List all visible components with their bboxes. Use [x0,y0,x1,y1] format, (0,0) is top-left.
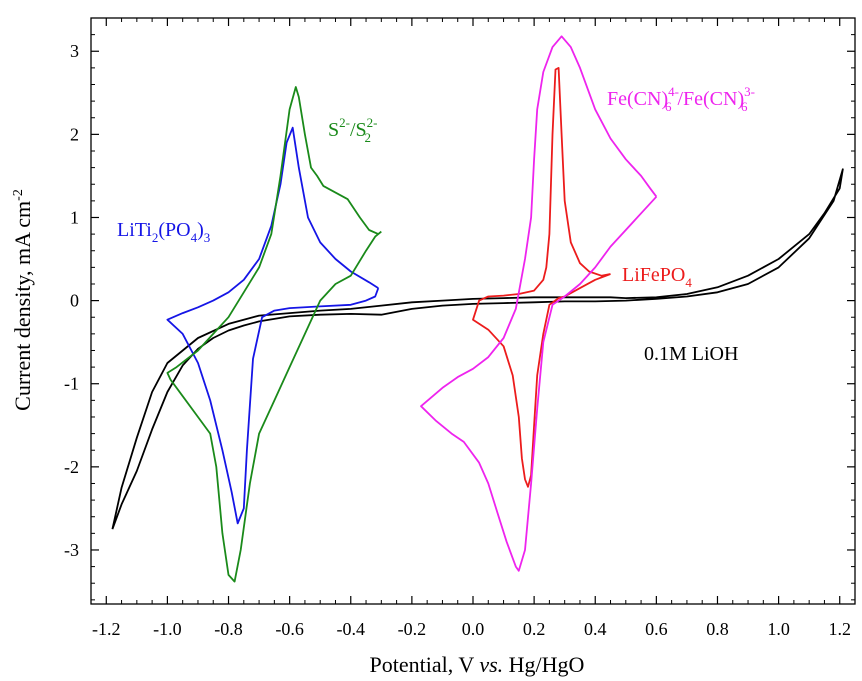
cv-curve-2 [166,126,380,525]
ferro-text-2: /Fe(CN) [677,88,744,110]
y-tick-label: 3 [70,41,79,61]
x-tick-label: -1.0 [153,619,182,639]
sulfide-sub-2: 2 [365,130,372,145]
x-tick-label: 1.2 [828,619,851,639]
liti-text-paren: ) [197,219,204,241]
series-layer [111,35,844,583]
y-tick-label: -2 [64,457,79,477]
y-tick-label: 2 [70,124,79,144]
x-tick-label: 0.4 [584,619,607,639]
lifepo-sub-4: 4 [685,275,692,290]
label-lifepo4: LiFePO4 [622,264,692,290]
sulfide-s: S [328,119,339,141]
sulfide-sup-1: 2- [339,115,350,130]
labels-layer: -1.2 -1.0 -0.8 -0.6 -0.4 -0.2 0.0 0.2 0.4 0.6 0.8 1… [64,41,851,639]
x-axis-title: Potential, V vs. Hg/HgO [370,652,585,677]
y-axis-title-exponent: -2 [11,189,26,201]
y-axis-title-main: Current density, mA cm [10,201,35,411]
x-axis-title-part-1: Potential, V [370,652,480,677]
liti-sub-2: 2 [152,230,159,245]
ticks-layer [90,18,856,604]
lifepo-text: LiFePO [622,264,685,286]
y-tick-label: -3 [64,540,79,560]
label-sulfide: S2-/S2-2 [328,115,378,145]
x-tick-label: -0.6 [275,619,304,639]
x-tick-label: -0.8 [214,619,243,639]
label-electrolyte: 0.1M LiOH [644,343,738,365]
x-axis-title-part-3: Hg/HgO [503,652,584,677]
x-tick-label: 1.0 [767,619,790,639]
liti-text-1: LiTi [117,219,152,241]
cv-curve-1 [111,168,844,530]
x-tick-label: 0.0 [462,619,485,639]
x-tick-label: 0.6 [645,619,668,639]
cv-curve-5 [420,35,658,572]
ferro-text-1: Fe(CN) [607,88,668,110]
x-tick-label: -1.2 [92,619,121,639]
ferro-sup-2: 3- [744,84,755,99]
label-ferrocyanide: Fe(CN)4-6/Fe(CN)3-6 [607,84,755,114]
liti-text-po: (PO [158,219,190,241]
label-liti2po43: LiTi2(PO4)3 [117,219,210,245]
y-tick-label: -1 [64,374,79,394]
ferro-sup-1: 4- [668,84,679,99]
liti-sub-4: 4 [191,230,198,245]
y-axis-title: Current density, mA cm-2 [10,189,35,411]
cv-curve-3 [166,86,382,583]
ferro-sub-1: 6 [665,99,672,114]
ferro-sub-2: 6 [741,99,748,114]
x-tick-label: -0.2 [398,619,427,639]
x-tick-label: 0.8 [706,619,729,639]
x-tick-label: -0.4 [337,619,366,639]
x-axis-title-vs: vs. [479,652,503,677]
cv-curve-4 [472,67,611,488]
y-tick-label: 1 [70,207,79,227]
sulfide-sup-2: 2- [367,115,378,130]
liti-sub-3: 3 [204,230,211,245]
sulfide-slash-s: /S [350,119,367,141]
x-tick-label: 0.2 [523,619,546,639]
y-tick-label: 0 [70,291,79,311]
